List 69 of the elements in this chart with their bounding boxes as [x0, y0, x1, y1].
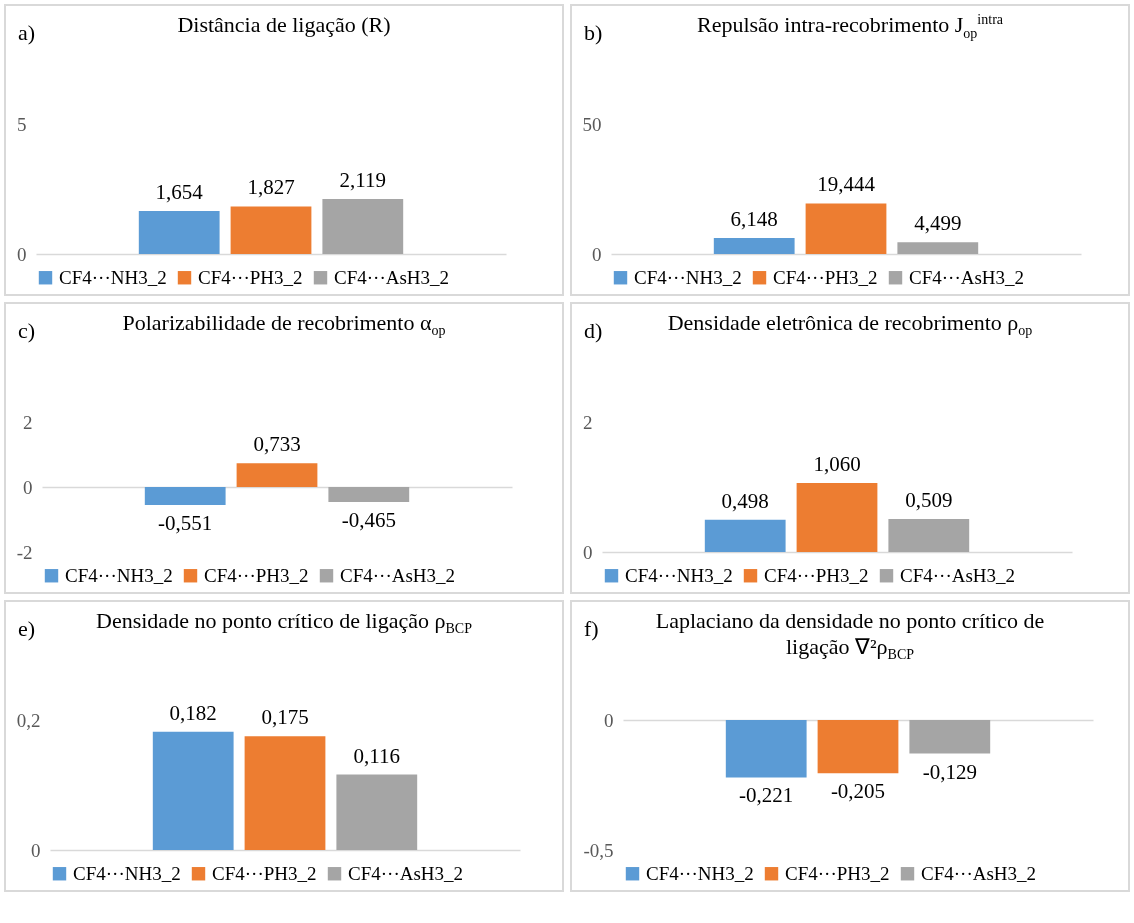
- legend-label: CF4···NH3_2: [73, 862, 181, 884]
- bar: [336, 774, 418, 850]
- data-label: -0,221: [739, 783, 794, 808]
- y-tick-label: 0: [592, 243, 602, 265]
- data-label: 0,733: [253, 432, 301, 457]
- y-tick-label: 0: [583, 541, 593, 563]
- y-tick-label: 2: [583, 411, 593, 433]
- text: c): [18, 318, 36, 344]
- y-tick-label: 0: [604, 709, 614, 731]
- legend-label: CF4···PH3_2: [773, 266, 878, 288]
- legend-label: CF4···AsH3_2: [334, 266, 450, 288]
- y-tick-label: 0: [31, 839, 41, 861]
- bar: [805, 203, 887, 254]
- chart-title: Distância de ligação (R): [176, 12, 392, 39]
- chart-title: Densidade eletrônica de recobrimento ρ$_{op}$: [666, 310, 1034, 341]
- legend-label: CF4···AsH3_2: [348, 862, 464, 884]
- data-label: 0,182: [169, 700, 217, 725]
- data-label: 1,654: [155, 180, 204, 204]
- legend-label: CF4···AsH3_2: [900, 564, 1016, 586]
- chart-title: Densidade no ponto crítico de ligação ρ$_{BCP}$: [95, 608, 473, 639]
- y-tick-label: -0,5: [583, 839, 614, 861]
- data-label: -0,465: [341, 508, 396, 533]
- bar: [897, 242, 979, 254]
- y-tick-label: 2: [23, 411, 33, 433]
- legend-label: CF4···PH3_2: [785, 862, 890, 884]
- data-label: 0,509: [905, 487, 953, 512]
- chart-title: Polarizabilidade de recobrimento α$_{op}$: [121, 310, 447, 341]
- data-label: 1,827: [247, 175, 295, 200]
- legend-label: CF4···PH3_2: [204, 564, 309, 586]
- legend-label: CF4···AsH3_2: [340, 564, 456, 586]
- legend-label: CF4···PH3_2: [764, 564, 869, 586]
- legend-label: CF4···NH3_2: [646, 862, 754, 884]
- chart-title: Laplaciano da densidade no ponto crítico de ligação ∇²ρ$_{BCP}$: [654, 608, 1046, 665]
- y-tick-label: 50: [582, 113, 602, 135]
- y-tick-label: -2: [16, 541, 33, 563]
- data-label: -0,551: [158, 510, 213, 535]
- legend-label: CF4···PH3_2: [212, 862, 317, 884]
- y-tick-label: 0: [23, 476, 33, 498]
- bar: [796, 483, 878, 552]
- legend-label: CF4···PH3_2: [198, 266, 303, 288]
- y-tick-label: 0,2: [16, 709, 41, 731]
- data-label: 4,499: [914, 211, 962, 236]
- data-label: 2,119: [339, 167, 387, 192]
- text: b): [584, 20, 603, 46]
- bar: [713, 238, 795, 254]
- legend-label: CF4···AsH3_2: [921, 862, 1037, 884]
- bar: [244, 736, 326, 850]
- text: d): [584, 318, 603, 344]
- data-label: 0,116: [353, 743, 401, 768]
- text: f): [584, 616, 599, 642]
- y-tick-label: 5: [17, 113, 27, 135]
- legend-label: CF4···NH3_2: [59, 266, 167, 288]
- legend-label: CF4···AsH3_2: [909, 266, 1025, 288]
- data-label: 0,498: [721, 488, 769, 513]
- legend-label: CF4···NH3_2: [65, 564, 173, 586]
- data-label: 0,175: [261, 705, 309, 730]
- data-label: 1,060: [813, 452, 861, 477]
- legend-label: CF4···NH3_2: [634, 266, 742, 288]
- data-label: -0,129: [922, 759, 977, 784]
- data-label: 19,444: [817, 172, 876, 197]
- text: e): [18, 616, 36, 642]
- legend-label: CF4···NH3_2: [625, 564, 733, 586]
- data-label: 6,148: [730, 207, 778, 232]
- bar: [152, 731, 234, 850]
- data-label: -0,205: [830, 779, 886, 804]
- text: a): [18, 20, 36, 46]
- bar: [704, 519, 786, 552]
- bar: [888, 518, 970, 552]
- y-tick-label: 0: [17, 243, 27, 265]
